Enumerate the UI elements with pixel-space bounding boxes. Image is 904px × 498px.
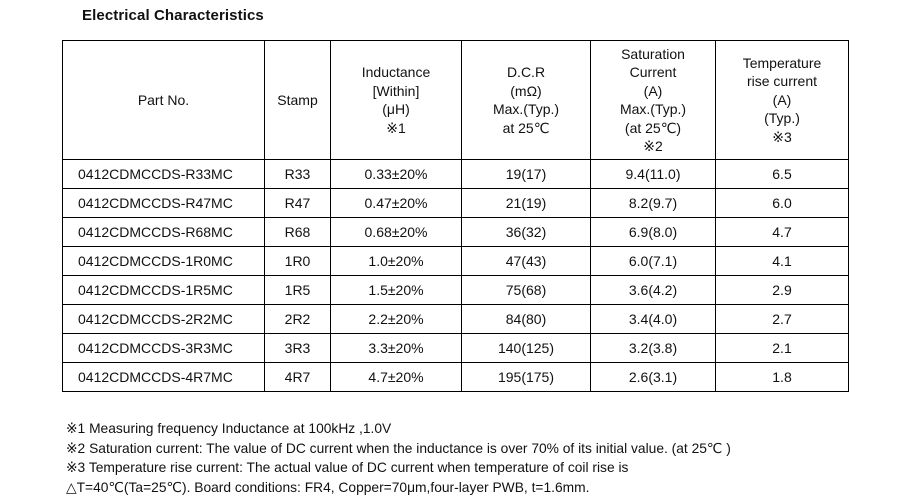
header-inductance: Inductance [Within] (μH) ※1	[330, 40, 462, 160]
footnote-1: ※1 Measuring frequency Inductance at 100…	[66, 421, 392, 436]
cell-stamp: 4R7	[264, 362, 331, 392]
cell-saturation-current: 2.6(3.1)	[590, 362, 716, 392]
cell-dcr: 195(175)	[461, 362, 591, 392]
header-stamp: Stamp	[264, 40, 331, 160]
cell-saturation-current: 6.9(8.0)	[590, 217, 716, 247]
table-row: 0412CDMCCDS-R47MC R47 0.47±20% 21(19) 8.…	[62, 188, 849, 218]
cell-inductance: 1.0±20%	[330, 246, 462, 276]
cell-part-no: 0412CDMCCDS-R47MC	[62, 188, 265, 218]
cell-saturation-current: 3.6(4.2)	[590, 275, 716, 305]
header-temperature-rise-current: Temperature rise current (A) (Typ.) ※3	[715, 40, 849, 160]
cell-dcr: 47(43)	[461, 246, 591, 276]
cell-part-no: 0412CDMCCDS-R68MC	[62, 217, 265, 247]
footnote-3: ※3 Temperature rise current: The actual …	[66, 460, 629, 476]
cell-stamp: 3R3	[264, 333, 331, 363]
cell-saturation-current: 8.2(9.7)	[590, 188, 716, 218]
table-row: 0412CDMCCDS-1R0MC 1R0 1.0±20% 47(43) 6.0…	[62, 246, 849, 276]
cell-stamp: R33	[264, 159, 331, 189]
cell-saturation-current: 3.2(3.8)	[590, 333, 716, 363]
cell-dcr: 75(68)	[461, 275, 591, 305]
table-row: 0412CDMCCDS-R68MC R68 0.68±20% 36(32) 6.…	[62, 217, 849, 247]
cell-stamp: R47	[264, 188, 331, 218]
section-title: Electrical Characteristics	[82, 7, 264, 24]
cell-inductance: 1.5±20%	[330, 275, 462, 305]
cell-dcr: 140(125)	[461, 333, 591, 363]
cell-temperature-rise-current: 2.1	[715, 333, 849, 363]
cell-saturation-current: 9.4(11.0)	[590, 159, 716, 189]
cell-part-no: 0412CDMCCDS-4R7MC	[62, 362, 265, 392]
cell-dcr: 84(80)	[461, 304, 591, 334]
electrical-characteristics-table: Part No. Stamp Inductance [Within] (μH) …	[62, 40, 849, 392]
cell-inductance: 4.7±20%	[330, 362, 462, 392]
cell-inductance: 0.47±20%	[330, 188, 462, 218]
cell-temperature-rise-current: 4.1	[715, 246, 849, 276]
cell-dcr: 19(17)	[461, 159, 591, 189]
table-header-row: Part No. Stamp Inductance [Within] (μH) …	[62, 40, 849, 160]
cell-temperature-rise-current: 1.8	[715, 362, 849, 392]
cell-part-no: 0412CDMCCDS-R33MC	[62, 159, 265, 189]
table-row: 0412CDMCCDS-1R5MC 1R5 1.5±20% 75(68) 3.6…	[62, 275, 849, 305]
cell-inductance: 0.68±20%	[330, 217, 462, 247]
table-row: 0412CDMCCDS-2R2MC 2R2 2.2±20% 84(80) 3.4…	[62, 304, 849, 334]
cell-stamp: 1R0	[264, 246, 331, 276]
cell-saturation-current: 3.4(4.0)	[590, 304, 716, 334]
cell-part-no: 0412CDMCCDS-1R5MC	[62, 275, 265, 305]
header-part-no: Part No.	[62, 40, 265, 160]
header-saturation-current: Saturation Current (A) Max.(Typ.) (at 25…	[590, 40, 716, 160]
table-row: 0412CDMCCDS-3R3MC 3R3 3.3±20% 140(125) 3…	[62, 333, 849, 363]
cell-inductance: 0.33±20%	[330, 159, 462, 189]
cell-temperature-rise-current: 6.5	[715, 159, 849, 189]
cell-dcr: 36(32)	[461, 217, 591, 247]
cell-dcr: 21(19)	[461, 188, 591, 218]
cell-stamp: 1R5	[264, 275, 331, 305]
table-row: 0412CDMCCDS-R33MC R33 0.33±20% 19(17) 9.…	[62, 159, 849, 189]
header-dcr: D.C.R (mΩ) Max.(Typ.) at 25℃	[461, 40, 591, 160]
cell-stamp: R68	[264, 217, 331, 247]
cell-inductance: 3.3±20%	[330, 333, 462, 363]
footnotes: ※1 Measuring frequency Inductance at 100…	[66, 419, 731, 497]
cell-part-no: 0412CDMCCDS-2R2MC	[62, 304, 265, 334]
cell-temperature-rise-current: 4.7	[715, 217, 849, 247]
footnote-2: ※2 Saturation current: The value of DC c…	[66, 440, 731, 456]
cell-stamp: 2R2	[264, 304, 331, 334]
cell-saturation-current: 6.0(7.1)	[590, 246, 716, 276]
cell-temperature-rise-current: 2.9	[715, 275, 849, 305]
cell-part-no: 0412CDMCCDS-1R0MC	[62, 246, 265, 276]
cell-part-no: 0412CDMCCDS-3R3MC	[62, 333, 265, 363]
cell-temperature-rise-current: 6.0	[715, 188, 849, 218]
table-row: 0412CDMCCDS-4R7MC 4R7 4.7±20% 195(175) 2…	[62, 362, 849, 392]
cell-temperature-rise-current: 2.7	[715, 304, 849, 334]
cell-inductance: 2.2±20%	[330, 304, 462, 334]
footnote-3-continued: △T=40℃(Ta=25℃). Board conditions: FR4, C…	[66, 479, 590, 495]
